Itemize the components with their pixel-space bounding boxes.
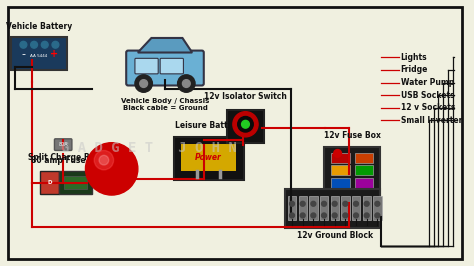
- Circle shape: [31, 41, 37, 48]
- Circle shape: [354, 213, 358, 218]
- FancyBboxPatch shape: [173, 137, 244, 180]
- FancyBboxPatch shape: [299, 196, 307, 220]
- FancyBboxPatch shape: [331, 153, 350, 163]
- FancyBboxPatch shape: [288, 196, 296, 220]
- Text: Vehicle Body / Chassis
Black cable = Ground: Vehicle Body / Chassis Black cable = Gro…: [121, 98, 209, 111]
- Circle shape: [238, 117, 253, 132]
- Circle shape: [182, 80, 190, 88]
- Circle shape: [332, 213, 337, 218]
- Circle shape: [85, 143, 138, 195]
- FancyBboxPatch shape: [373, 196, 382, 220]
- Circle shape: [135, 75, 152, 92]
- FancyBboxPatch shape: [182, 144, 236, 171]
- Circle shape: [354, 201, 358, 206]
- Circle shape: [321, 213, 327, 218]
- Text: AA 5444: AA 5444: [30, 54, 47, 58]
- Text: 12 v Sockets: 12 v Sockets: [401, 103, 455, 112]
- Circle shape: [311, 201, 316, 206]
- FancyBboxPatch shape: [59, 171, 92, 194]
- FancyBboxPatch shape: [160, 58, 183, 74]
- Text: Split Charge Relay: Split Charge Relay: [28, 153, 108, 162]
- FancyBboxPatch shape: [324, 147, 380, 202]
- FancyBboxPatch shape: [135, 58, 158, 74]
- FancyBboxPatch shape: [352, 196, 360, 220]
- Text: 80A: 80A: [58, 142, 68, 147]
- Circle shape: [364, 213, 369, 218]
- Text: Lights: Lights: [401, 53, 427, 62]
- Text: Water Pump: Water Pump: [401, 78, 454, 87]
- Text: D: D: [47, 180, 52, 185]
- Circle shape: [140, 80, 147, 88]
- FancyBboxPatch shape: [331, 165, 350, 175]
- FancyBboxPatch shape: [40, 171, 59, 194]
- Text: Fridge: Fridge: [401, 65, 428, 74]
- FancyBboxPatch shape: [227, 110, 264, 143]
- Circle shape: [300, 201, 305, 206]
- FancyBboxPatch shape: [331, 178, 350, 188]
- Circle shape: [178, 75, 195, 92]
- Circle shape: [52, 41, 59, 48]
- FancyBboxPatch shape: [64, 176, 87, 189]
- Text: Leisure Battery: Leisure Battery: [175, 121, 242, 130]
- Circle shape: [375, 213, 380, 218]
- Text: 80 amp Fuse: 80 amp Fuse: [31, 156, 86, 165]
- Text: Power: Power: [195, 153, 222, 162]
- Circle shape: [343, 201, 348, 206]
- Text: -: -: [21, 49, 26, 59]
- FancyBboxPatch shape: [363, 196, 371, 220]
- Circle shape: [321, 201, 327, 206]
- FancyBboxPatch shape: [330, 196, 339, 220]
- Text: USB Sockets: USB Sockets: [401, 91, 454, 100]
- FancyBboxPatch shape: [126, 51, 204, 85]
- FancyBboxPatch shape: [11, 37, 67, 70]
- Circle shape: [332, 201, 337, 206]
- Circle shape: [375, 201, 380, 206]
- Text: G A D G E T   J O H N: G A D G E T J O H N: [61, 140, 237, 155]
- FancyBboxPatch shape: [331, 191, 350, 200]
- FancyBboxPatch shape: [55, 139, 72, 151]
- Text: 12v Isolator Switch: 12v Isolator Switch: [204, 92, 287, 101]
- Text: Vehicle Battery: Vehicle Battery: [6, 22, 72, 31]
- Text: +: +: [50, 49, 58, 59]
- FancyBboxPatch shape: [355, 191, 373, 200]
- Circle shape: [94, 151, 114, 170]
- Circle shape: [20, 41, 27, 48]
- Circle shape: [343, 213, 348, 218]
- Circle shape: [300, 213, 305, 218]
- FancyBboxPatch shape: [285, 189, 380, 228]
- FancyBboxPatch shape: [355, 165, 373, 175]
- Circle shape: [99, 155, 109, 165]
- Circle shape: [242, 120, 249, 128]
- Text: Small Inverter: Small Inverter: [401, 116, 462, 125]
- FancyBboxPatch shape: [309, 196, 318, 220]
- Circle shape: [41, 41, 48, 48]
- Circle shape: [311, 213, 316, 218]
- FancyBboxPatch shape: [341, 196, 349, 220]
- Circle shape: [334, 149, 341, 157]
- Text: 12v Ground Block: 12v Ground Block: [297, 231, 373, 240]
- FancyBboxPatch shape: [320, 196, 328, 220]
- Circle shape: [290, 201, 294, 206]
- Circle shape: [233, 112, 258, 137]
- Polygon shape: [138, 38, 192, 52]
- FancyBboxPatch shape: [355, 178, 373, 188]
- Text: 12v Fuse Box: 12v Fuse Box: [324, 131, 381, 140]
- Circle shape: [364, 201, 369, 206]
- FancyBboxPatch shape: [355, 153, 373, 163]
- Circle shape: [290, 213, 294, 218]
- FancyBboxPatch shape: [8, 7, 462, 259]
